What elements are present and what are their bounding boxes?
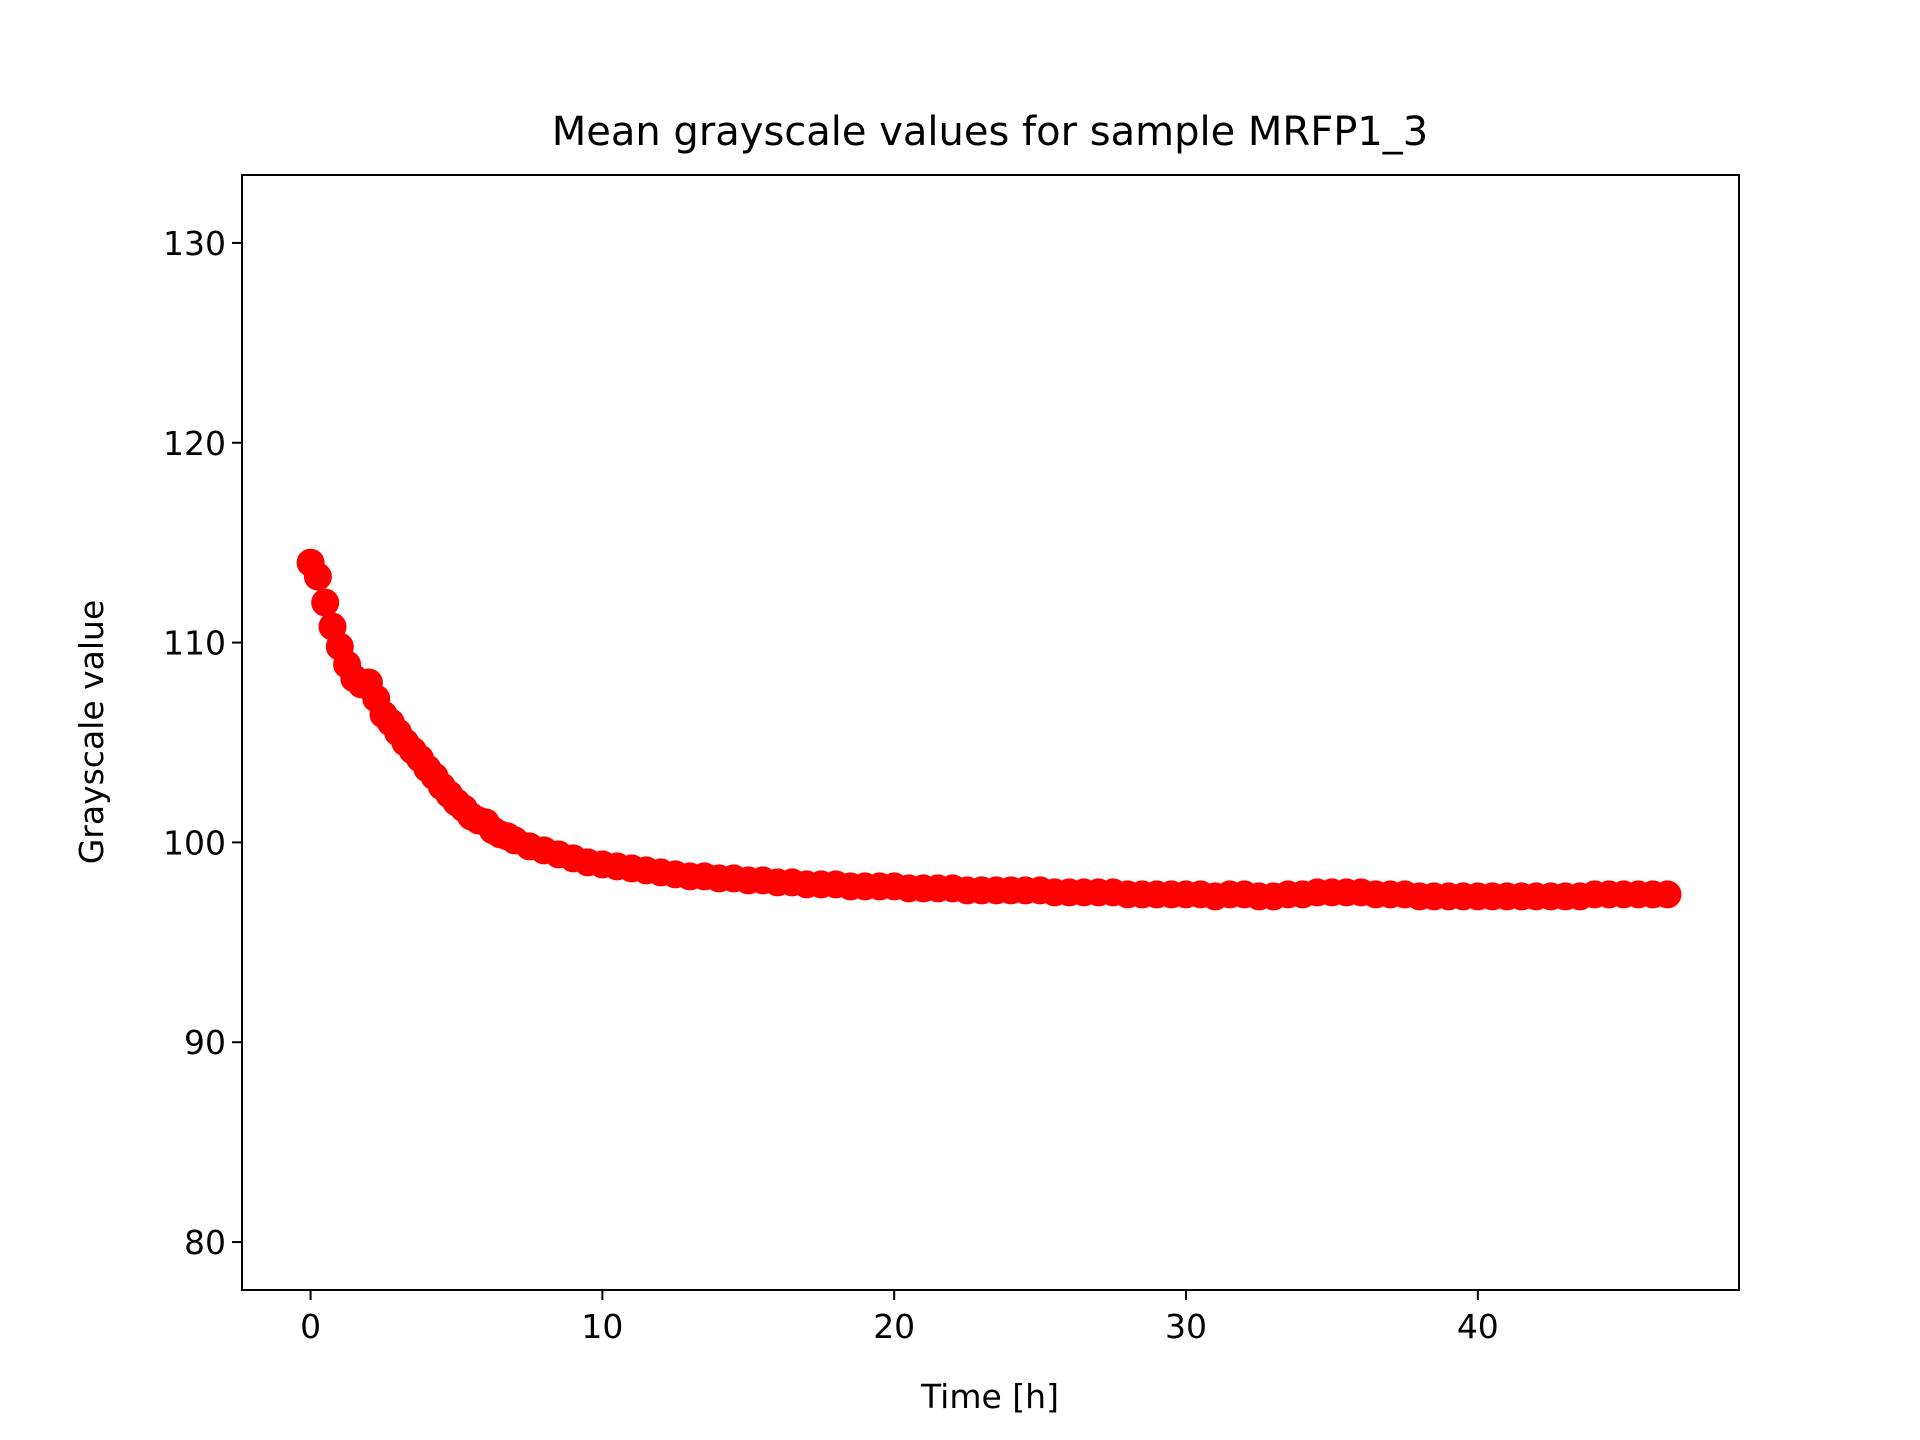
- y-tick-label: 110: [163, 624, 226, 663]
- chart-title: Mean grayscale values for sample MRFP1_3: [552, 109, 1429, 155]
- y-tick-label: 130: [163, 224, 226, 263]
- x-tick-label: 20: [873, 1307, 915, 1346]
- y-tick-label: 90: [184, 1023, 226, 1062]
- x-axis-label: Time [h]: [920, 1377, 1059, 1416]
- data-point: [311, 588, 340, 617]
- data-point: [303, 562, 332, 591]
- x-tick-label: 0: [300, 1307, 321, 1346]
- data-points: [296, 548, 1682, 911]
- y-tick-label: 100: [163, 823, 226, 862]
- y-axis-label: Grayscale value: [72, 600, 111, 865]
- data-point: [1653, 880, 1682, 909]
- x-tick-label: 40: [1457, 1307, 1499, 1346]
- y-axis-ticks: 80 90 100 110 120 130: [163, 224, 242, 1262]
- y-tick-label: 120: [163, 424, 226, 463]
- y-tick-label: 80: [184, 1223, 226, 1262]
- x-axis-ticks: 0 10 20 30 40: [300, 1290, 1499, 1346]
- x-tick-label: 10: [581, 1307, 623, 1346]
- plot-area-frame: [241, 174, 1740, 1291]
- x-tick-label: 30: [1165, 1307, 1207, 1346]
